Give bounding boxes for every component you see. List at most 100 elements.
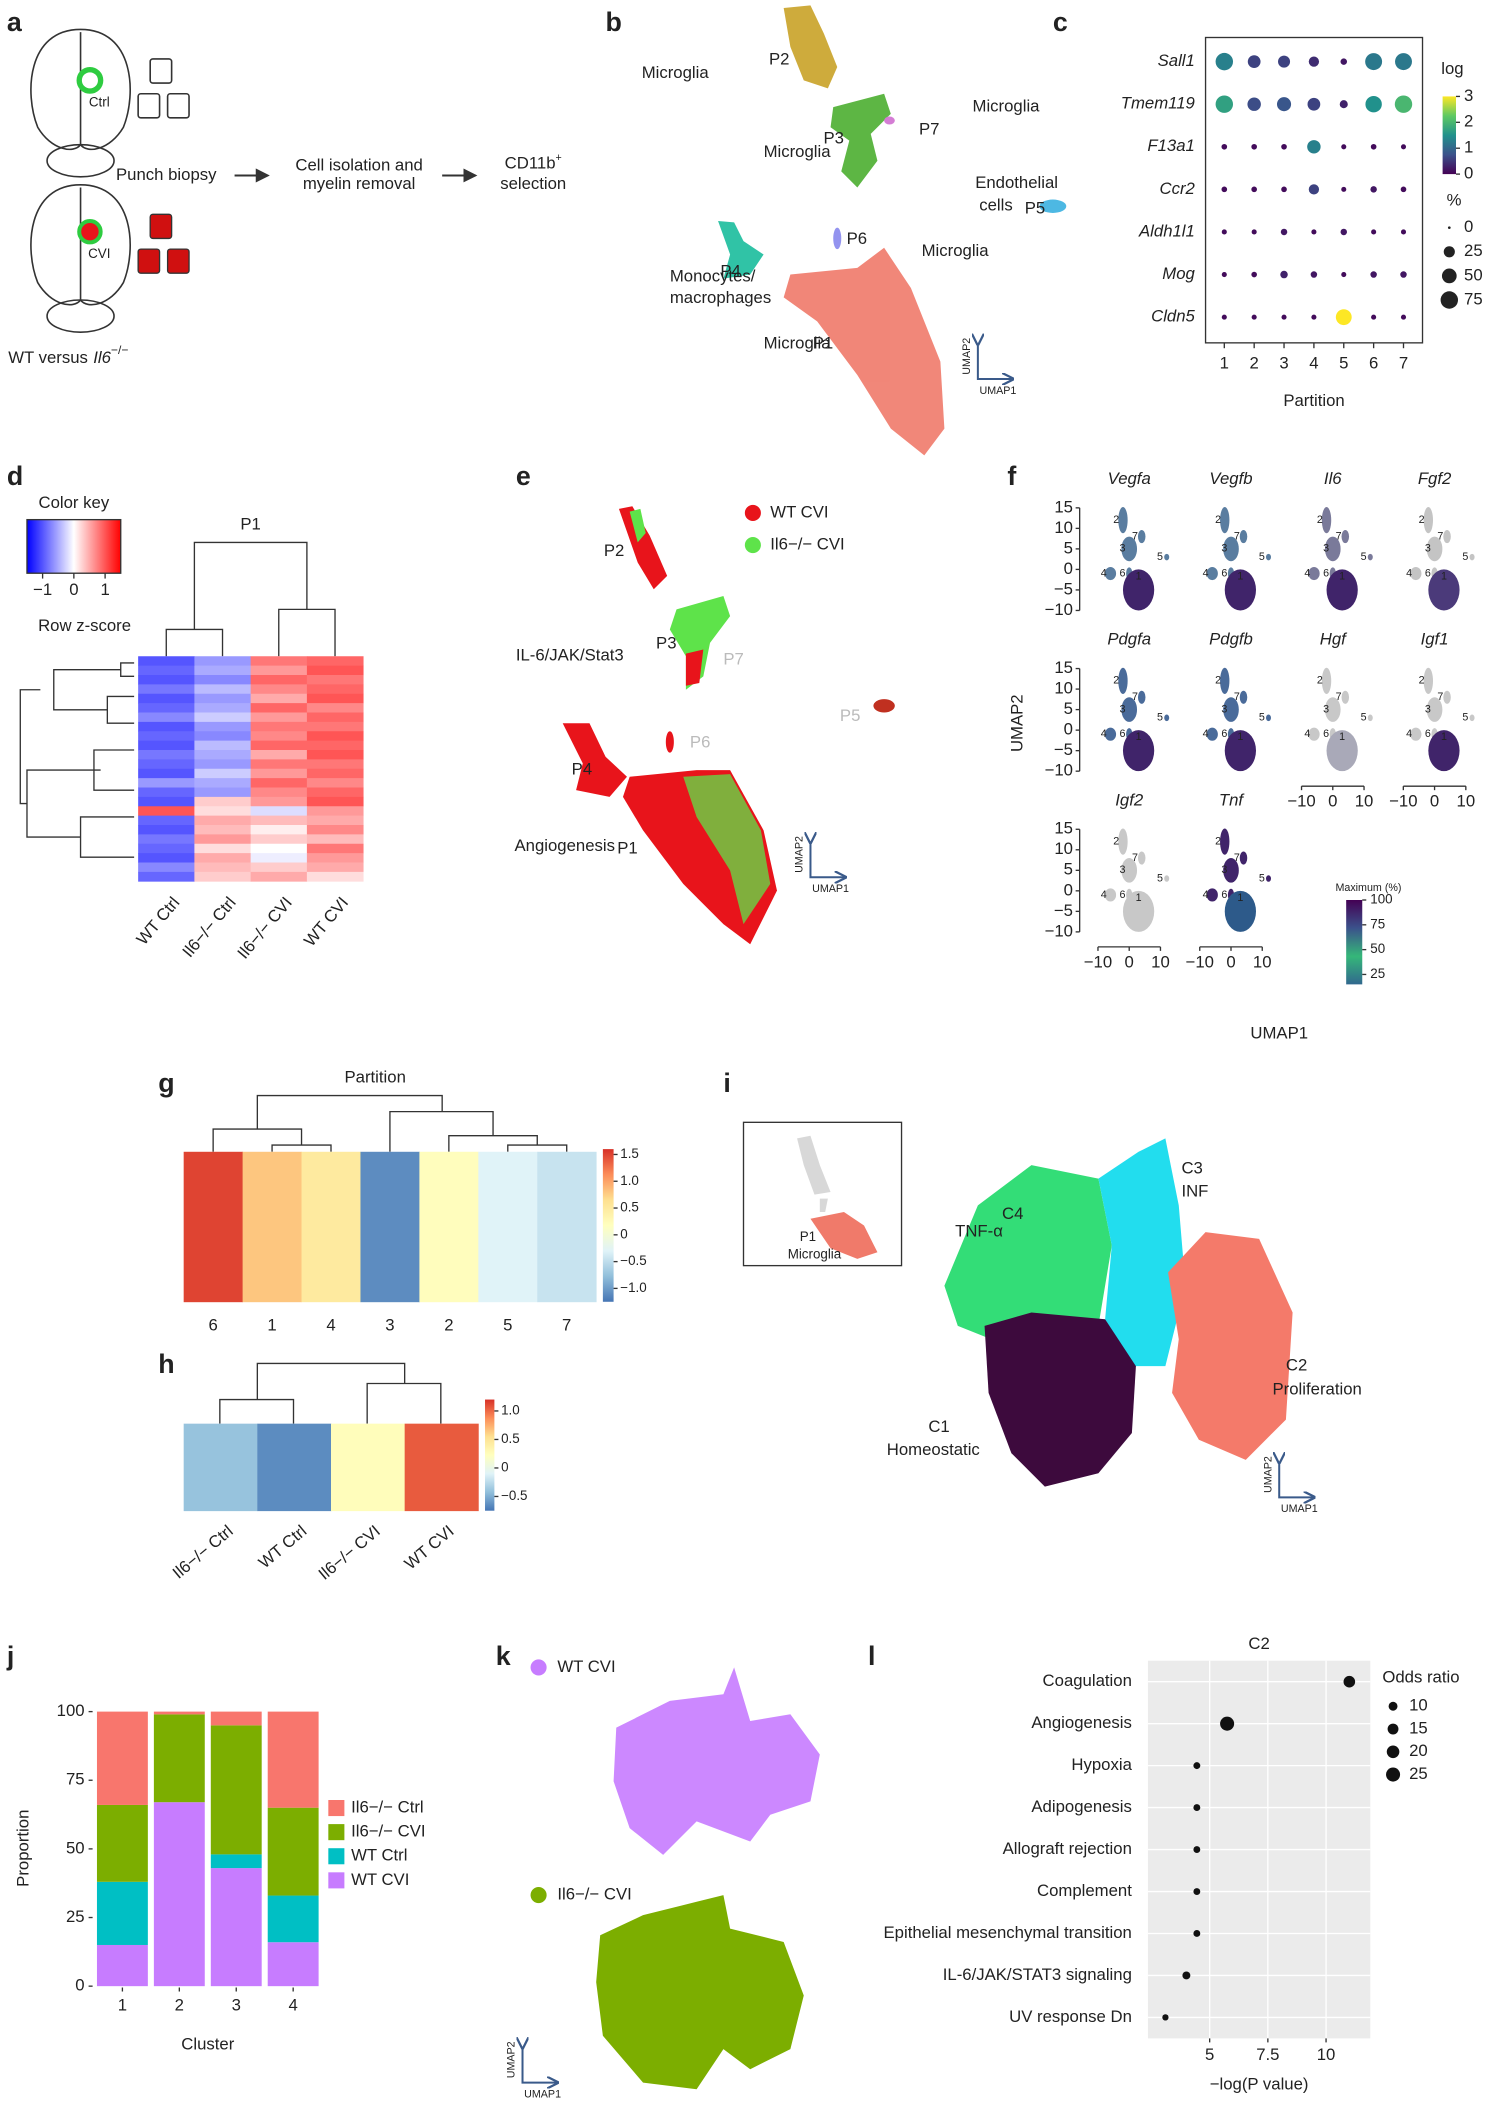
cell-cluster — [1122, 730, 1155, 772]
heatmap-cell — [194, 825, 252, 835]
cell-cluster — [1426, 697, 1443, 722]
dot — [1220, 1716, 1235, 1731]
y-tick-label: IL-6/JAK/STAT3 signaling — [943, 1965, 1132, 1984]
bar-segment — [210, 1725, 262, 1855]
cluster-label: P4 — [720, 261, 740, 280]
inset-p1 — [810, 1212, 878, 1259]
heatmap-cell — [250, 675, 308, 685]
dot — [1251, 314, 1257, 320]
cluster-number: 3 — [1221, 703, 1227, 715]
dot — [1340, 58, 1348, 65]
cluster-label: C2 — [1286, 1355, 1307, 1374]
cluster-label: P3 — [823, 129, 843, 148]
colorbar-tick-label: 50 — [1370, 941, 1385, 956]
heatmap-cell — [194, 815, 252, 826]
x-tick-label: 10 — [1151, 952, 1170, 971]
dot — [1310, 271, 1318, 278]
x-tick-label: 10 — [1355, 792, 1374, 811]
gene-title: Pdgfa — [1107, 630, 1151, 649]
cell-cluster — [1118, 507, 1128, 534]
x-tick-label: 10 — [1457, 792, 1476, 811]
cell-cluster — [1118, 828, 1128, 855]
legend-dot — [1387, 1723, 1399, 1735]
x-tick-label: 7.5 — [1256, 2045, 1279, 2064]
tube — [166, 248, 190, 274]
heatmap-cell — [194, 796, 252, 807]
cluster-number: 7 — [1437, 691, 1443, 703]
column-label: 6 — [208, 1315, 217, 1334]
cluster-label: Proliferation — [1273, 1380, 1362, 1399]
y-tick-label: 50 — [66, 1838, 85, 1857]
cluster-number: 2 — [1215, 835, 1221, 847]
umap-y-label: UMAP2 — [961, 338, 973, 375]
cluster-number: 2 — [1215, 514, 1221, 526]
cluster-label: IL-6/JAK/Stat3 — [516, 646, 624, 665]
colorbar-title: Maximum (%) — [1335, 882, 1401, 894]
column-label: WT CVI — [300, 893, 352, 950]
heatmap-cell — [419, 1151, 479, 1303]
gene-label: Aldh1l1 — [1138, 221, 1195, 240]
heatmap-cell — [306, 684, 364, 695]
cell-cluster — [1223, 697, 1239, 722]
heatmap-cell — [306, 871, 364, 882]
heatmap-cell — [138, 834, 195, 845]
cluster-number: 3 — [1221, 864, 1227, 876]
dot — [1221, 186, 1228, 193]
cluster-number: 4 — [1406, 567, 1412, 579]
cell-cluster — [1239, 690, 1248, 704]
legend-title: % — [1447, 190, 1462, 209]
step-label: Punch biopsy — [116, 165, 217, 184]
dot — [1276, 97, 1292, 112]
cell-cluster — [1423, 507, 1434, 534]
cell-cluster — [1239, 851, 1248, 865]
heatmap-cell — [250, 731, 308, 742]
cell-cluster — [1367, 553, 1373, 561]
heatmap-cell — [404, 1423, 479, 1512]
dot — [1247, 97, 1261, 111]
color-key — [26, 518, 122, 574]
legend-dot — [1443, 246, 1455, 258]
color-key — [485, 1399, 495, 1511]
gene-title: Pdgfb — [1209, 630, 1253, 649]
axis-title: −log(P value) — [1210, 2075, 1309, 2094]
heatmap-cell — [194, 721, 252, 732]
column-label: WT Ctrl — [133, 893, 184, 948]
x-tick-label: −10 — [1186, 952, 1214, 971]
cluster-number: 1 — [1237, 892, 1243, 904]
cluster-p2 — [783, 5, 838, 89]
cluster-label: INF — [1181, 1181, 1208, 1200]
x-tick-label: 3 — [1279, 354, 1288, 373]
cell-cluster — [1224, 890, 1256, 932]
y-tick-label: 10 — [1054, 679, 1073, 698]
heatmap-cell — [138, 703, 195, 713]
panel-label: i — [723, 1068, 730, 1098]
bar-segment — [96, 1881, 148, 1945]
cluster-number: 2 — [1113, 675, 1119, 687]
cell-cluster — [1324, 536, 1341, 562]
cluster-number: 7 — [1234, 852, 1240, 864]
colorbar-tick-label: 1 — [1464, 138, 1473, 157]
heatmap-cell — [138, 693, 195, 704]
bar-segment — [210, 1854, 262, 1869]
cell-cluster — [1308, 566, 1320, 581]
y-tick-label: −10 — [1045, 921, 1073, 940]
cluster-number: 2 — [1419, 675, 1425, 687]
tube — [149, 58, 173, 84]
cluster-number: 5 — [1259, 872, 1265, 884]
bar-segment — [267, 1895, 319, 1943]
cell-cluster — [1326, 730, 1358, 772]
dot — [1307, 140, 1321, 154]
cell-cluster — [1423, 667, 1434, 695]
column-label: Il6−/− Ctrl — [169, 1521, 237, 1582]
cluster-number: 1 — [1136, 892, 1142, 904]
heatmap-cell — [331, 1423, 406, 1512]
cluster-number: 3 — [1323, 703, 1329, 715]
cell-cluster — [1239, 530, 1248, 544]
cell-cluster — [1341, 530, 1350, 544]
heatmap-cell — [306, 703, 364, 713]
cluster-number: 1 — [1441, 570, 1447, 582]
dot — [1280, 270, 1288, 279]
cell-cluster — [1341, 690, 1350, 704]
dot — [1307, 97, 1321, 111]
cluster-number: 2 — [1113, 514, 1119, 526]
